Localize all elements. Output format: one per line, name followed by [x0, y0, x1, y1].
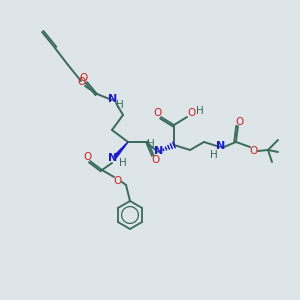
Text: O: O [114, 176, 122, 186]
Text: O: O [153, 108, 161, 118]
Text: N: N [108, 94, 118, 104]
Text: N: N [108, 153, 118, 163]
Text: H: H [196, 106, 204, 116]
Text: O: O [78, 77, 86, 87]
Text: O: O [151, 155, 159, 165]
Text: O: O [83, 152, 91, 162]
Text: H: H [119, 158, 127, 168]
Polygon shape [114, 142, 128, 158]
Text: H: H [210, 150, 218, 160]
Text: N: N [154, 146, 164, 156]
Text: N: N [216, 141, 226, 151]
Text: O: O [80, 73, 88, 83]
Text: O: O [187, 108, 195, 118]
Text: H: H [147, 139, 155, 149]
Text: H: H [116, 100, 124, 110]
Text: O: O [235, 117, 243, 127]
Text: O: O [250, 146, 258, 156]
